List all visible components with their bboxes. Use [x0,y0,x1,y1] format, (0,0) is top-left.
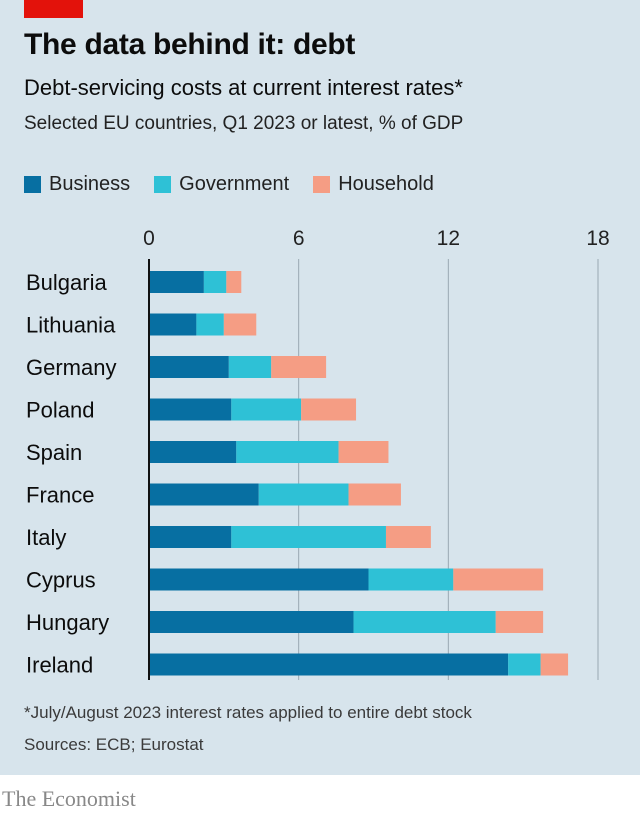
category-label: Ireland [26,653,93,678]
x-tick-label: 0 [143,227,155,250]
chart-panel [0,0,640,775]
bar-segment-government [231,526,386,548]
x-tick-label: 6 [293,227,305,250]
bar-segment-government [368,568,454,591]
bar-segment-business [149,313,197,336]
bar-segment-household [271,356,327,378]
bar-segment-business [149,611,354,633]
bar-segment-government [196,313,224,336]
brand-red-tag [24,0,83,18]
bar-segment-government [231,398,302,421]
bar-segment-household [301,398,357,421]
bar-segment-household [453,568,544,591]
bar-segment-government [258,483,349,506]
legend: Business Government Household [24,172,458,196]
bar-segment-household [495,611,544,633]
legend-label-government: Government [179,172,290,195]
chart-title: The data behind it: debt [24,28,356,61]
bar-segment-household [540,653,569,676]
category-label: Cyprus [26,568,96,593]
bar-segment-business [149,398,232,421]
bar-segment-household [348,483,401,506]
x-tick-label: 12 [437,227,460,250]
bar-segment-business [149,653,509,676]
bar-segment-government [236,441,339,463]
bar-segment-business [149,271,204,293]
category-label: Poland [26,398,95,423]
category-label: France [26,483,94,508]
bar-segment-government [353,611,496,633]
bar-segment-household [338,441,389,463]
footnote: *July/August 2023 interest rates applied… [24,703,472,722]
bar-segment-business [149,356,229,378]
category-label: Spain [26,440,82,465]
bar-segment-household [385,526,431,548]
category-label: Lithuania [26,313,116,338]
legend-label-business: Business [49,172,131,195]
legend-label-household: Household [338,172,434,195]
legend-swatch-business [24,175,41,193]
bar-segment-household [223,313,257,336]
stacked-bar-chart: 0 6 12 18 Bulgaria Lithuania Germany Poland Spai… [26,227,610,680]
category-label: Bulgaria [26,270,107,295]
bar-segment-government [203,271,227,293]
bar-segment-government [508,653,541,676]
bar-segment-business [149,483,259,506]
chart-description: Selected EU countries, Q1 2023 or latest… [24,113,464,134]
bar-segment-business [149,526,232,548]
category-label: Italy [26,525,66,550]
legend-swatch-household [313,175,331,193]
bar-segment-business [149,441,237,463]
brand-logo-text: The Economist [2,786,136,811]
bar-segment-household [226,271,242,293]
category-label: Hungary [26,610,109,635]
category-label: Germany [26,355,116,380]
bar-segment-business [149,568,369,591]
chart-subtitle: Debt-servicing costs at current interest… [24,75,463,100]
x-tick-label: 18 [586,227,609,250]
source-note: Sources: ECB; Eurostat [24,735,204,754]
legend-item-business: Business [24,173,130,196]
bar-segment-government [228,356,272,378]
legend-swatch-government [154,175,172,193]
legend-item-government: Government [154,173,289,196]
legend-item-household: Household [313,173,434,196]
